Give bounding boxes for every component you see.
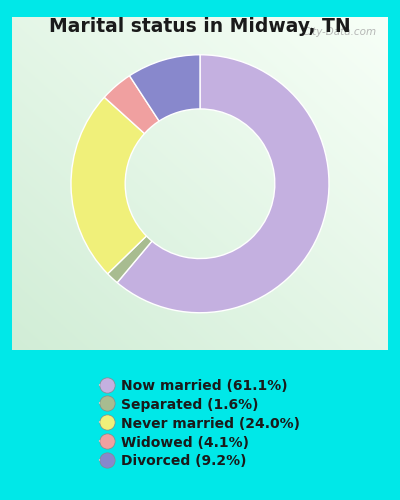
- Legend: Now married (61.1%), Separated (1.6%), Never married (24.0%), Widowed (4.1%), Di: Now married (61.1%), Separated (1.6%), N…: [96, 375, 304, 472]
- Text: City-Data.com: City-Data.com: [302, 28, 377, 38]
- Text: Marital status in Midway, TN: Marital status in Midway, TN: [49, 18, 351, 36]
- Wedge shape: [104, 76, 159, 134]
- Wedge shape: [108, 236, 152, 282]
- Wedge shape: [130, 54, 200, 121]
- Wedge shape: [117, 54, 329, 312]
- Wedge shape: [71, 97, 146, 274]
